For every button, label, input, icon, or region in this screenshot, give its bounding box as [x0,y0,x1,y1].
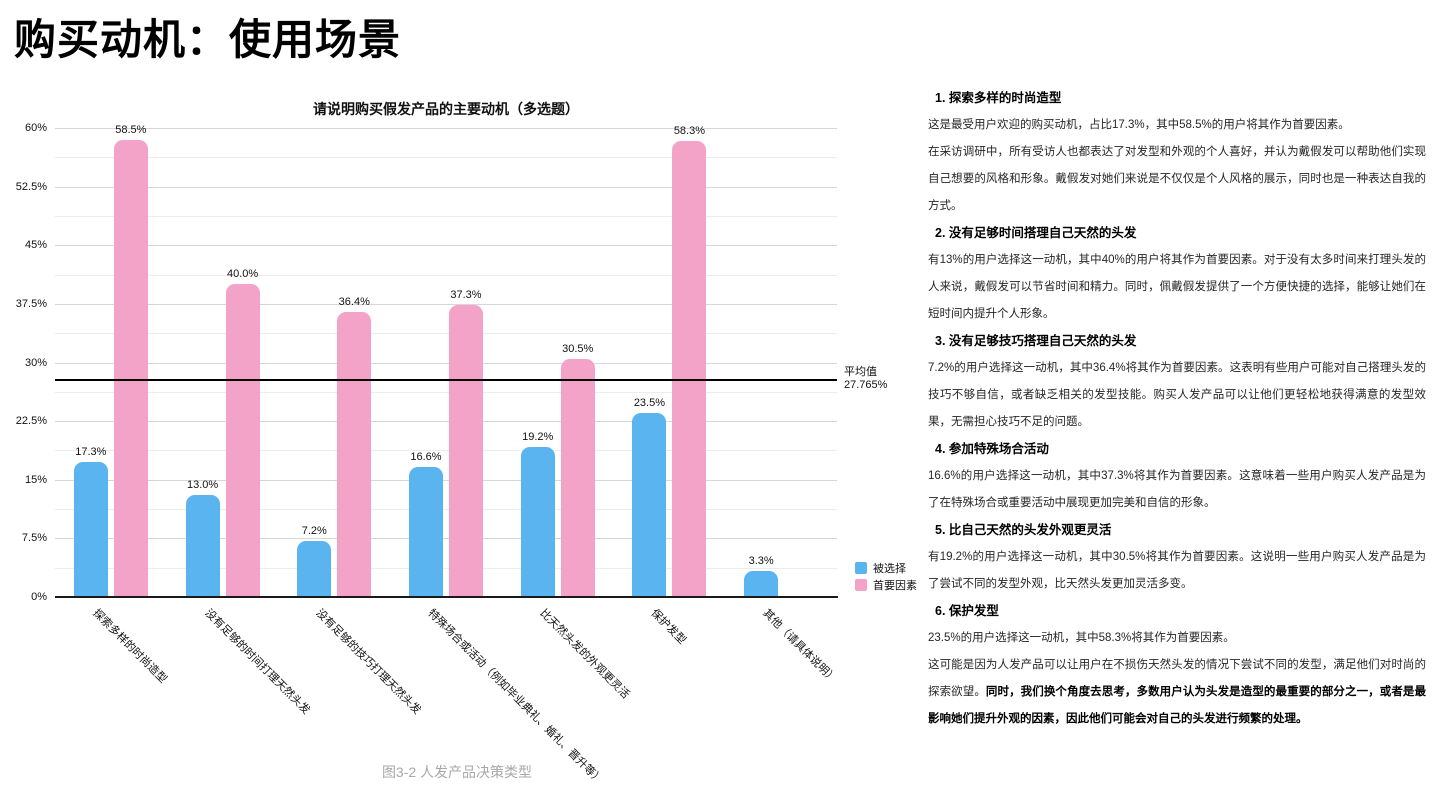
section-paragraph: 7.2%的用户选择这一动机，其中36.4%将其作为首要因素。这表明有些用户可能对… [928,355,1426,436]
bar-selected [297,540,332,597]
grid-line [55,391,837,393]
grid-line [55,421,837,423]
chart-legend: 被选择 首要因素 [855,559,917,593]
x-category-label: 没有足够的技巧打理天然头发 [313,607,424,717]
bar-selected [185,495,220,597]
x-category-label: 其他（请具体说明） [760,607,840,686]
grid-line [55,186,837,188]
section-paragraph: 在采访调研中，所有受访人也都表达了对发型和外观的个人喜好，并认为戴假发可以帮助他… [928,139,1426,220]
x-category-label: 没有足够的时间打理天然头发 [201,607,312,717]
average-label-text: 平均值 [844,366,877,378]
chart-title: 请说明购买假发产品的主要动机（多选题） [313,101,579,117]
x-category-label: 保护发型 [648,607,689,647]
bar-value-label: 58.3% [673,125,706,138]
grid-line [55,274,837,276]
bar-primary-factor [113,139,148,597]
grid-line [55,333,837,335]
body-text: 7.2%的用户选择这一动机，其中36.4%将其作为首要因素。这表明有些用户可能对… [928,362,1426,428]
grid-line [55,157,837,159]
grid-line [55,538,837,540]
y-tick-label: 0% [31,591,47,603]
bar-selected [409,467,443,597]
average-line [55,379,837,381]
section-paragraph: 这可能是因为人发产品可以让用户在不损伤天然头发的情况下尝试不同的发型，满足他们对… [928,652,1426,733]
bar-primary-factor [337,312,372,597]
x-category-label: 特殊场合或活动（例如毕业典礼、婚礼、晋升等） [425,607,605,787]
bar-value-label: 37.3% [450,289,482,302]
section-heading: 6. 保护发型 [935,604,999,618]
bar-chart-plot-area: 17.3% 58.5% 13.0% 40.0% 7.2% 36.4% 16.6% 37.3% 1… [55,124,837,597]
body-text: 有19.2%的用户选择这一动机，其中30.5%将其作为首要因素。这说明一些用户购… [928,551,1426,590]
legend-item: 被选择 [855,559,917,576]
grid-line [55,479,837,481]
grid-line [55,215,837,217]
bar-primary-factor [225,284,260,597]
section-heading: 1. 探索多样的时尚造型 [935,91,1062,105]
grid-line [55,245,837,247]
y-tick-label: 37.5% [15,297,47,310]
page-title: 购买动机：使用场景 [14,16,402,63]
y-tick-label: 45% [24,239,47,252]
body-text: 有13%的用户选择这一动机，其中40%的用户将其作为首要因素。对于没有太多时间来… [928,254,1426,320]
bar-value-label: 23.5% [633,397,666,410]
bar-selected [744,571,779,597]
bar-primary-factor [560,358,595,597]
bar-value-label: 3.3% [748,555,774,568]
grid-line [55,362,837,364]
section-paragraph: 23.5%的用户选择这一动机，其中58.3%将其作为首要因素。 [928,625,1426,652]
bar-value-label: 30.5% [562,342,594,355]
bar-value-label: 16.6% [410,451,442,464]
bar-selected [520,446,555,597]
body-text: 在采访调研中，所有受访人也都表达了对发型和外观的个人喜好，并认为戴假发可以帮助他… [928,146,1426,212]
y-tick-label: 52.5% [15,180,47,193]
bar-value-label: 7.2% [301,524,327,537]
bar-value-label: 36.4% [338,296,370,309]
average-line-label: 平均值 27.765% [844,366,887,392]
y-tick-label: 60% [24,122,47,134]
y-tick-label: 22.5% [15,415,47,428]
y-tick-label: 15% [24,473,47,486]
body-text: 16.6%的用户选择这一动机，其中37.3%将其作为首要因素。这意味着一些用户购… [928,470,1426,509]
average-label-value: 27.765% [844,379,888,391]
grid-line [55,567,837,569]
legend-swatch-icon [855,578,867,591]
bar-value-label: 40.0% [226,268,259,281]
section-paragraph: 16.6%的用户选择这一动机，其中37.3%将其作为首要因素。这意味着一些用户购… [928,463,1426,517]
legend-swatch-icon [855,561,867,574]
bar-value-label: 58.5% [115,123,147,136]
legend-item: 首要因素 [855,576,917,593]
grid-line [55,128,837,129]
body-text: 这可能是因为人发产品可以让用户在不损伤天然头发的情况下尝试不同的发型，满足他们对… [928,659,1426,698]
legend-label: 首要因素 [873,579,917,592]
x-axis-line [55,596,838,598]
section-heading: 4. 参加特殊场合活动 [935,442,1049,456]
y-tick-label: 7.5% [21,532,47,545]
section-heading: 3. 没有足够技巧搭理自己天然的头发 [935,334,1137,348]
bar-selected [73,461,108,597]
grid-line [55,450,837,452]
bar-selected [632,413,667,597]
bar-primary-factor [672,141,707,597]
section-paragraph: 有13%的用户选择这一动机，其中40%的用户将其作为首要因素。对于没有太多时间来… [928,247,1426,328]
bar-primary-factor [449,305,483,597]
body-text: 这是最受用户欢迎的购买动机，占比17.3%，其中58.5%的用户将其作为首要因素… [928,119,1350,131]
section-paragraph: 有19.2%的用户选择这一动机，其中30.5%将其作为首要因素。这说明一些用户购… [928,544,1426,598]
emphasized-text: 同时，我们换个角度去思考，多数用户认为头发是造型的最重要的部分之一，或者是最影响… [928,686,1427,725]
figure-caption: 图3-2 人发产品决策类型 [381,764,533,780]
grid-line [55,509,837,511]
bar-value-label: 19.2% [522,430,554,443]
bar-value-label: 17.3% [75,445,107,458]
legend-label: 被选择 [873,562,906,575]
section-paragraph: 这是最受用户欢迎的购买动机，占比17.3%，其中58.5%的用户将其作为首要因素… [928,112,1426,139]
section-heading: 5. 比自己天然的头发外观更灵活 [935,523,1112,537]
body-text: 23.5%的用户选择这一动机，其中58.3%将其作为首要因素。 [928,632,1235,644]
x-category-label: 比天然头发的外观更灵活 [537,607,632,702]
analysis-panel: 1. 探索多样的时尚造型这是最受用户欢迎的购买动机，占比17.3%，其中58.5… [928,85,1426,733]
y-tick-label: 30% [24,356,47,369]
bar-value-label: 13.0% [186,479,219,492]
section-heading: 2. 没有足够时间搭理自己天然的头发 [935,226,1137,240]
grid-line [55,303,837,305]
x-category-label: 探索多样的时尚造型 [90,607,169,686]
